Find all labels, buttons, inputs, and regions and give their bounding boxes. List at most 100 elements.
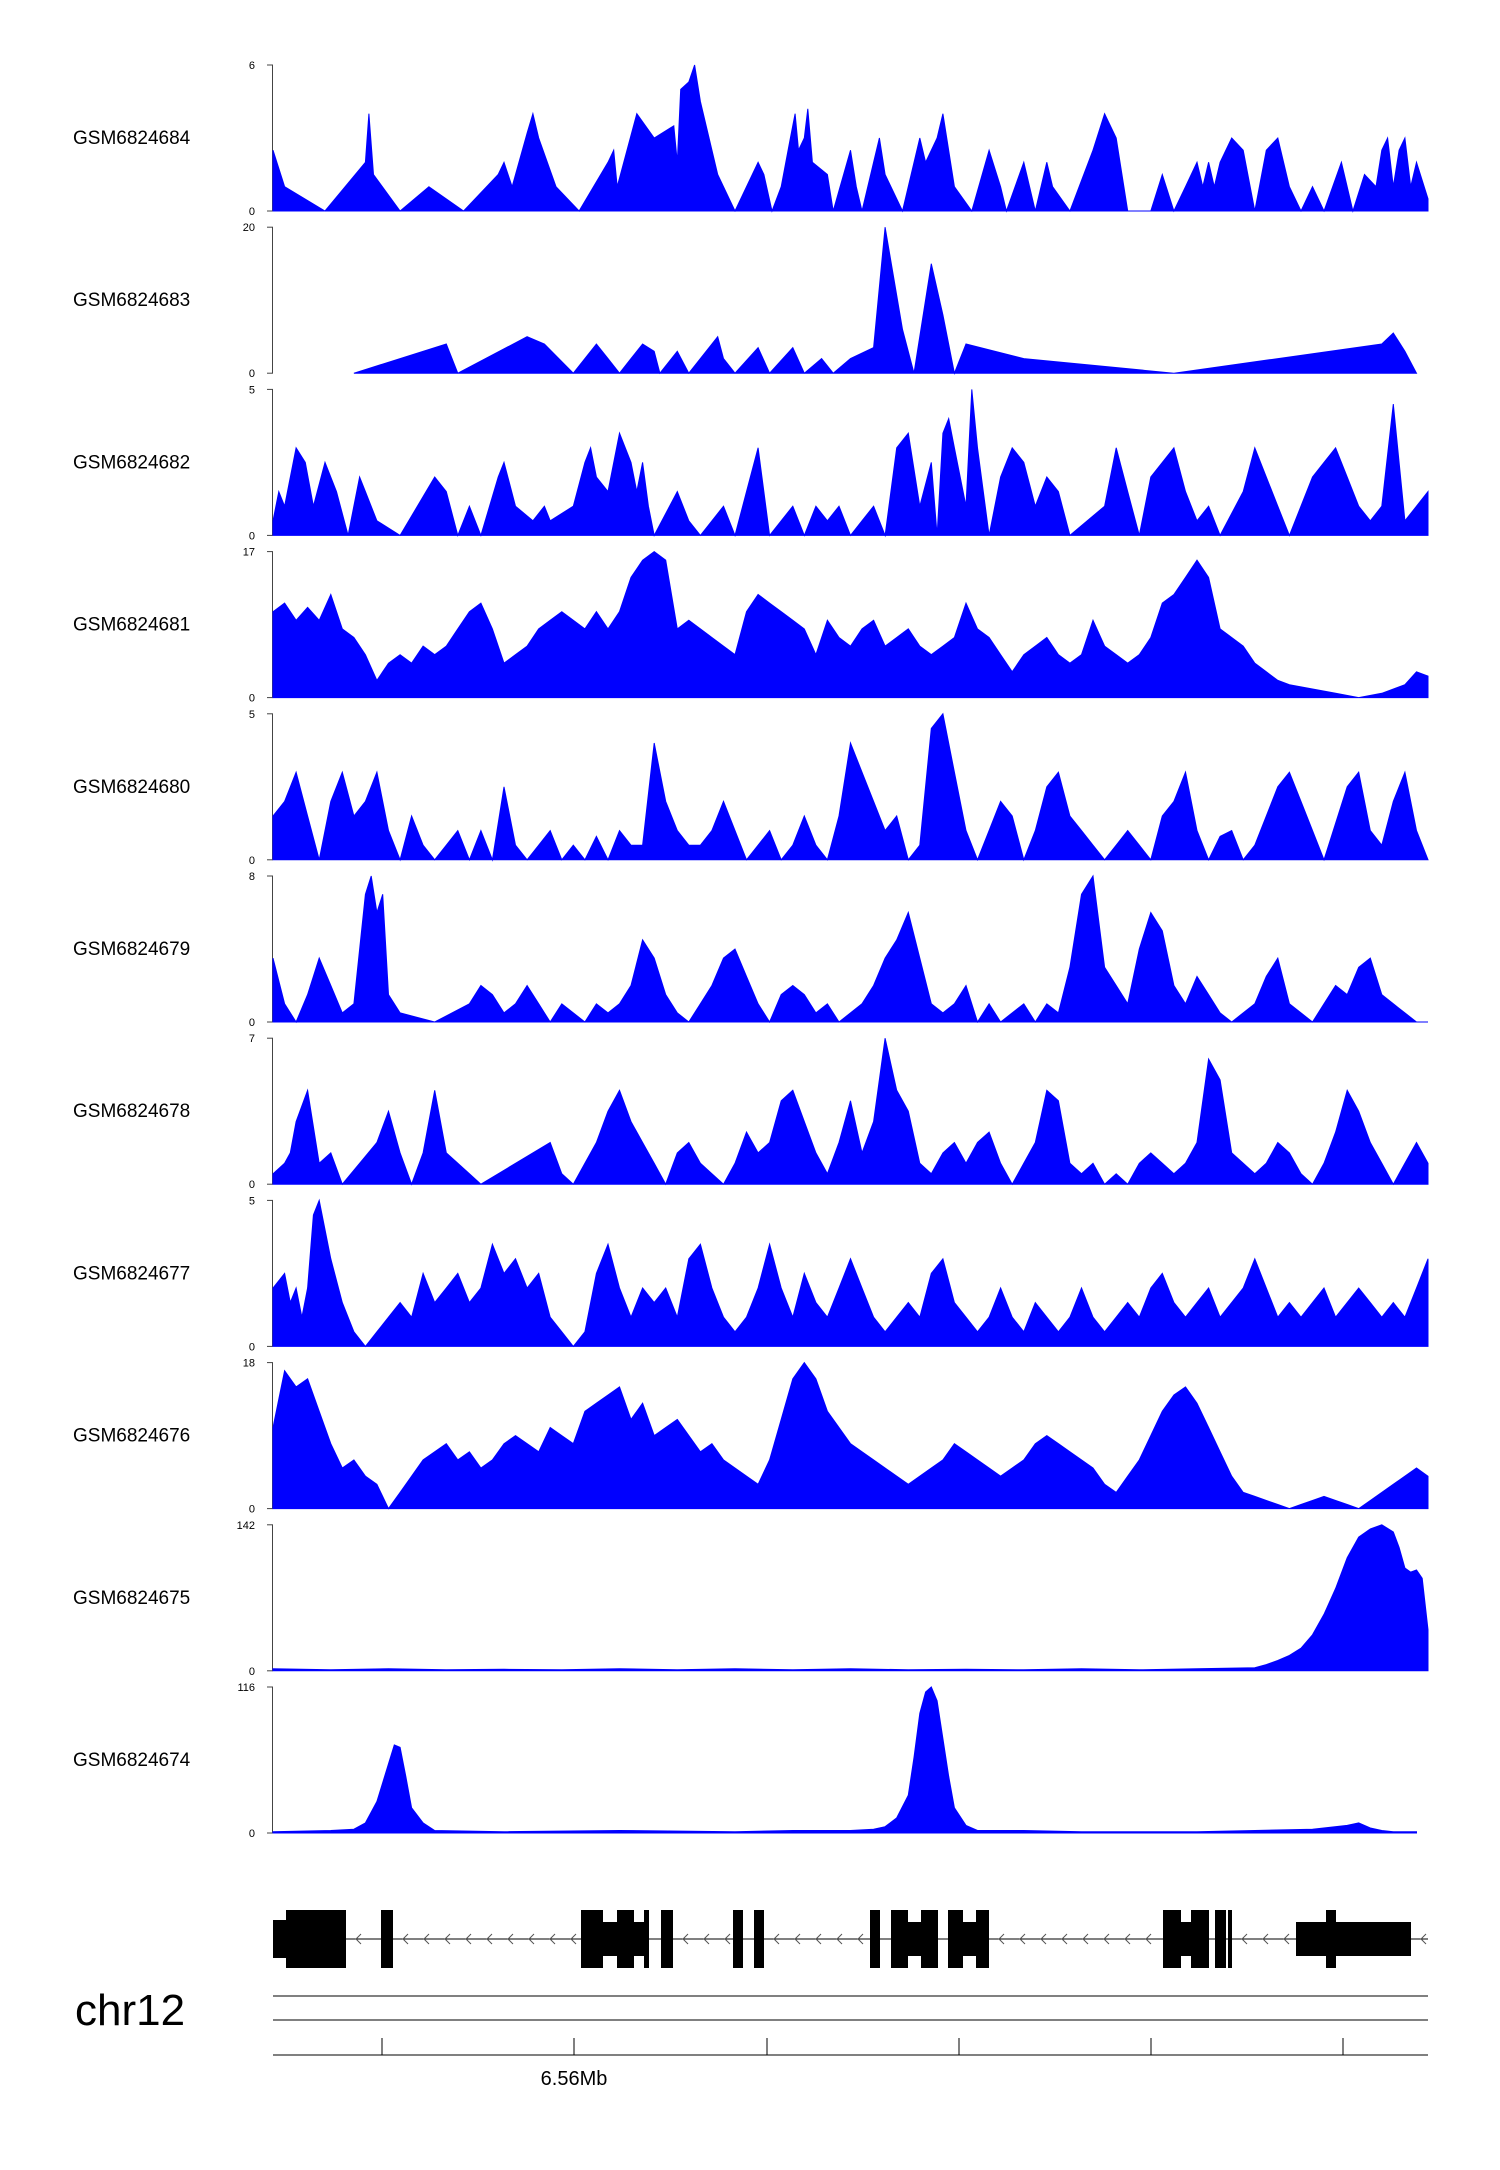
exon-block (921, 1910, 938, 1968)
axis-tick-label: 6.56Mb (541, 2068, 608, 2090)
intron-arrow (507, 1933, 514, 1945)
y-axis-min-label: 0 (249, 368, 255, 380)
exon-block (891, 1910, 908, 1968)
intron-arrow (1145, 1933, 1152, 1945)
intron-arrow (703, 1933, 710, 1945)
track: GSM6824683 20 0 (73, 222, 1418, 380)
intron-arrow (682, 1933, 689, 1945)
track-sample-label: GSM6824683 (73, 290, 190, 311)
exon-block (273, 1920, 286, 1958)
exon-block (1215, 1910, 1226, 1968)
y-axis-max-label: 116 (237, 1682, 255, 1694)
y-axis-min-label: 0 (249, 1504, 255, 1516)
intron-arrow (444, 1933, 451, 1945)
intron-arrow (355, 1933, 362, 1945)
track: GSM6824674 116 0 (73, 1682, 1417, 1840)
y-axis-max-label: 5 (249, 384, 255, 396)
intron-arrow (402, 1933, 409, 1945)
intron-arrow (465, 1933, 472, 1945)
exon-block (381, 1910, 393, 1968)
y-axis-max-label: 17 (243, 547, 255, 559)
exon-block (286, 1910, 346, 1968)
coverage-area (272, 874, 1428, 1024)
exon-block (963, 1922, 976, 1956)
y-axis-min-label: 0 (249, 693, 255, 705)
exon-block (908, 1922, 921, 1956)
intron-arrow (1040, 1933, 1047, 1945)
exon-block (976, 1910, 989, 1968)
y-axis-max-label: 8 (249, 871, 255, 883)
intron-arrow (1283, 1933, 1290, 1945)
intron-arrow (528, 1933, 535, 1945)
coverage-area (272, 1198, 1429, 1348)
exon-block (1296, 1922, 1326, 1956)
y-axis-max-label: 7 (249, 1033, 255, 1045)
track: GSM6824678 7 0 (73, 1033, 1429, 1191)
intron-arrow (724, 1933, 731, 1945)
exon-block (1336, 1922, 1411, 1956)
coverage-area (272, 1038, 1429, 1186)
exon-block (733, 1910, 743, 1968)
intron-arrow (1103, 1933, 1110, 1945)
track-sample-label: GSM6824679 (73, 939, 190, 960)
track-sample-label: GSM6824678 (73, 1101, 190, 1122)
intron-arrow (815, 1933, 822, 1945)
track: GSM6824675 142 0 (73, 1520, 1429, 1678)
exon-block (1191, 1910, 1209, 1968)
track-sample-label: GSM6824680 (73, 777, 190, 798)
exon-block (644, 1910, 649, 1968)
coverage-area (272, 64, 1429, 213)
intron-arrow (423, 1933, 430, 1945)
intron-arrow (1241, 1933, 1248, 1945)
intron-strand-arrows (355, 1933, 1427, 1945)
intron-arrow (1061, 1933, 1068, 1945)
exon-block (948, 1910, 963, 1968)
coverage-tracks: GSM682468460GSM6824683200GSM682468250GSM… (73, 60, 1429, 1840)
exon-block (603, 1922, 617, 1956)
track: GSM6824681 17 0 (73, 547, 1429, 705)
coverage-area (353, 227, 1418, 375)
intron-arrow (1420, 1933, 1427, 1945)
intron-arrow (549, 1933, 556, 1945)
intron-arrow (794, 1933, 801, 1945)
track-sample-label: GSM6824681 (73, 615, 190, 636)
y-axis-min-label: 0 (249, 1179, 255, 1191)
track-sample-label: GSM6824674 (73, 1750, 191, 1771)
intron-arrow (836, 1933, 843, 1945)
exon-block (1163, 1910, 1181, 1968)
coverage-area (272, 1686, 1417, 1834)
chromosome-axis: chr12 6.56Mb (75, 1986, 1428, 2090)
intron-arrow (1124, 1933, 1131, 1945)
coverage-area (272, 550, 1429, 699)
track-sample-label: GSM6824676 (73, 1426, 190, 1447)
exon-block (661, 1910, 673, 1968)
exon-block (870, 1910, 880, 1968)
track: GSM6824676 18 0 (73, 1358, 1429, 1516)
exon-block (1228, 1910, 1232, 1968)
chromosome-label: chr12 (75, 1986, 185, 2035)
y-axis-min-label: 0 (249, 1017, 255, 1029)
exon-block (581, 1910, 603, 1968)
y-axis-max-label: 5 (249, 1195, 255, 1207)
coverage-area (272, 712, 1429, 862)
y-axis-max-label: 5 (249, 709, 255, 721)
gene-exons (273, 1910, 1411, 1968)
track: GSM6824679 8 0 (73, 871, 1428, 1029)
y-axis-min-label: 0 (249, 855, 255, 867)
y-axis-max-label: 142 (237, 1520, 255, 1532)
intron-arrow (1019, 1933, 1026, 1945)
y-axis-min-label: 0 (249, 1341, 255, 1353)
track-sample-label: GSM6824677 (73, 1263, 190, 1284)
track-sample-label: GSM6824675 (73, 1588, 190, 1609)
intron-arrow (998, 1933, 1005, 1945)
coverage-area (272, 1524, 1429, 1672)
intron-arrow (1082, 1933, 1089, 1945)
intron-arrow (486, 1933, 493, 1945)
y-axis-max-label: 6 (249, 60, 255, 72)
track: GSM6824680 5 0 (73, 709, 1429, 867)
y-axis-min-label: 0 (249, 1828, 255, 1840)
track: GSM6824682 5 0 (73, 384, 1429, 542)
coverage-area (272, 389, 1429, 538)
y-axis-min-label: 0 (249, 206, 255, 218)
intron-arrow (773, 1933, 780, 1945)
